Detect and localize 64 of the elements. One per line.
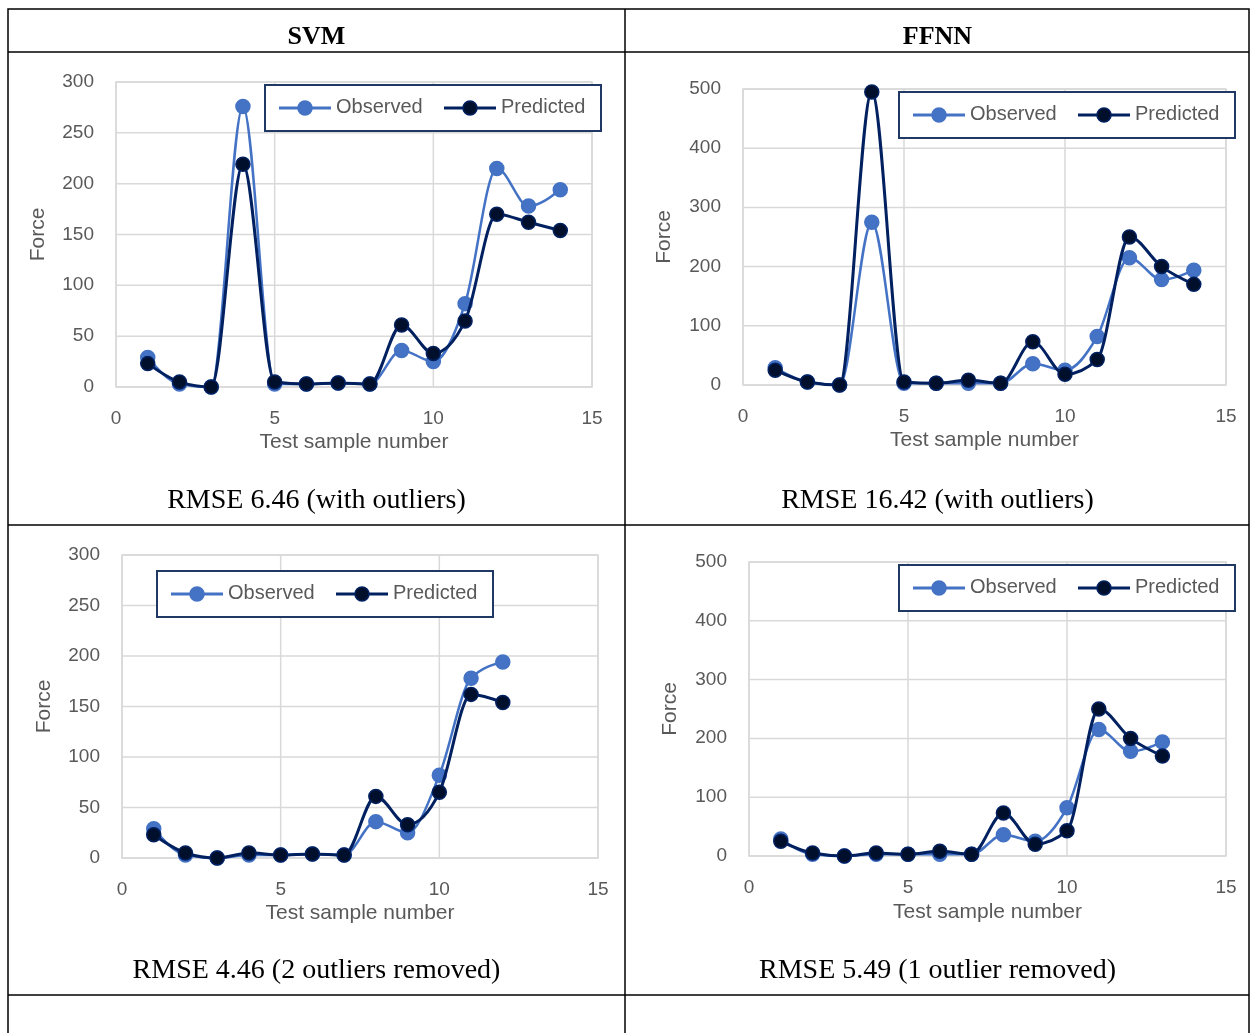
y-tick-label: 0	[83, 375, 94, 397]
x-tick-label: 15	[1215, 405, 1237, 427]
y-tick-label: 0	[710, 373, 721, 395]
text: RMSE 16.42 (with outliers)	[781, 483, 1094, 515]
y-tick-label: 0	[716, 844, 727, 866]
y-tick-label: 150	[68, 694, 100, 716]
y-axis-title: Force	[650, 210, 674, 264]
x-tick-label: 0	[737, 405, 749, 427]
x-axis-title: Test sample number	[259, 428, 449, 452]
y-tick-label: 200	[68, 644, 100, 666]
y-tick-label: 150	[62, 222, 94, 244]
y-tick-label: 300	[689, 195, 721, 217]
y-tick-label: 250	[62, 120, 94, 142]
y-tick-label: 100	[695, 785, 727, 807]
legend-label: Observed	[228, 581, 315, 604]
chart-title: SVM	[287, 20, 346, 50]
y-tick-label: 0	[89, 846, 100, 868]
x-axis-title: Test sample number	[892, 898, 1083, 922]
text: RMSE 6.46 (with outliers)	[167, 483, 466, 515]
x-tick-label: 10	[428, 878, 450, 900]
x-tick-label: 15	[587, 878, 609, 900]
x-tick-label: 10	[1054, 405, 1076, 427]
legend-label: Predicted	[1135, 575, 1220, 598]
y-tick-label: 400	[695, 608, 727, 630]
y-tick-label: 100	[68, 745, 100, 767]
y-tick-label: 500	[689, 77, 721, 99]
y-tick-label: 200	[695, 726, 727, 748]
x-tick-label: 0	[110, 407, 122, 429]
x-tick-label: 5	[275, 878, 286, 900]
y-tick-label: 500	[695, 550, 727, 572]
x-tick-label: 0	[743, 876, 755, 898]
x-tick-label: 5	[902, 876, 914, 898]
y-axis-title: Force	[656, 682, 680, 736]
chart-title: FFNN	[902, 20, 973, 50]
x-tick-label: 15	[1215, 876, 1237, 898]
y-tick-label: 200	[62, 171, 94, 193]
x-tick-label: 0	[116, 878, 128, 900]
y-tick-label: 100	[689, 313, 721, 335]
x-tick-label: 5	[269, 407, 280, 429]
x-tick-label: 10	[422, 407, 444, 429]
y-tick-label: 300	[695, 667, 727, 689]
y-axis-title: Force	[30, 679, 54, 734]
x-tick-label: 10	[1056, 876, 1078, 898]
y-tick-label: 400	[689, 136, 721, 158]
x-tick-label: 15	[581, 407, 603, 429]
y-tick-label: 100	[62, 273, 94, 295]
y-tick-label: 50	[78, 795, 100, 817]
y-tick-label: 250	[68, 593, 100, 615]
legend-label: Predicted	[1135, 102, 1220, 125]
text: RMSE 5.49 (1 outlier removed)	[759, 953, 1116, 985]
y-tick-label: 300	[62, 70, 94, 92]
legend-label: Observed	[970, 102, 1057, 125]
y-tick-label: 50	[72, 324, 94, 346]
x-axis-title: Test sample number	[265, 899, 455, 923]
legend-label: Observed	[336, 95, 423, 118]
legend-label: Predicted	[393, 581, 478, 604]
y-tick-label: 300	[68, 543, 100, 565]
y-tick-label: 200	[689, 254, 721, 276]
x-axis-title: Test sample number	[889, 426, 1080, 450]
text: RMSE 4.46 (2 outliers removed)	[132, 953, 501, 985]
legend-label: Observed	[970, 575, 1057, 598]
y-axis-title: Force	[24, 207, 48, 262]
x-tick-label: 5	[898, 405, 910, 427]
legend-label: Predicted	[501, 95, 586, 118]
